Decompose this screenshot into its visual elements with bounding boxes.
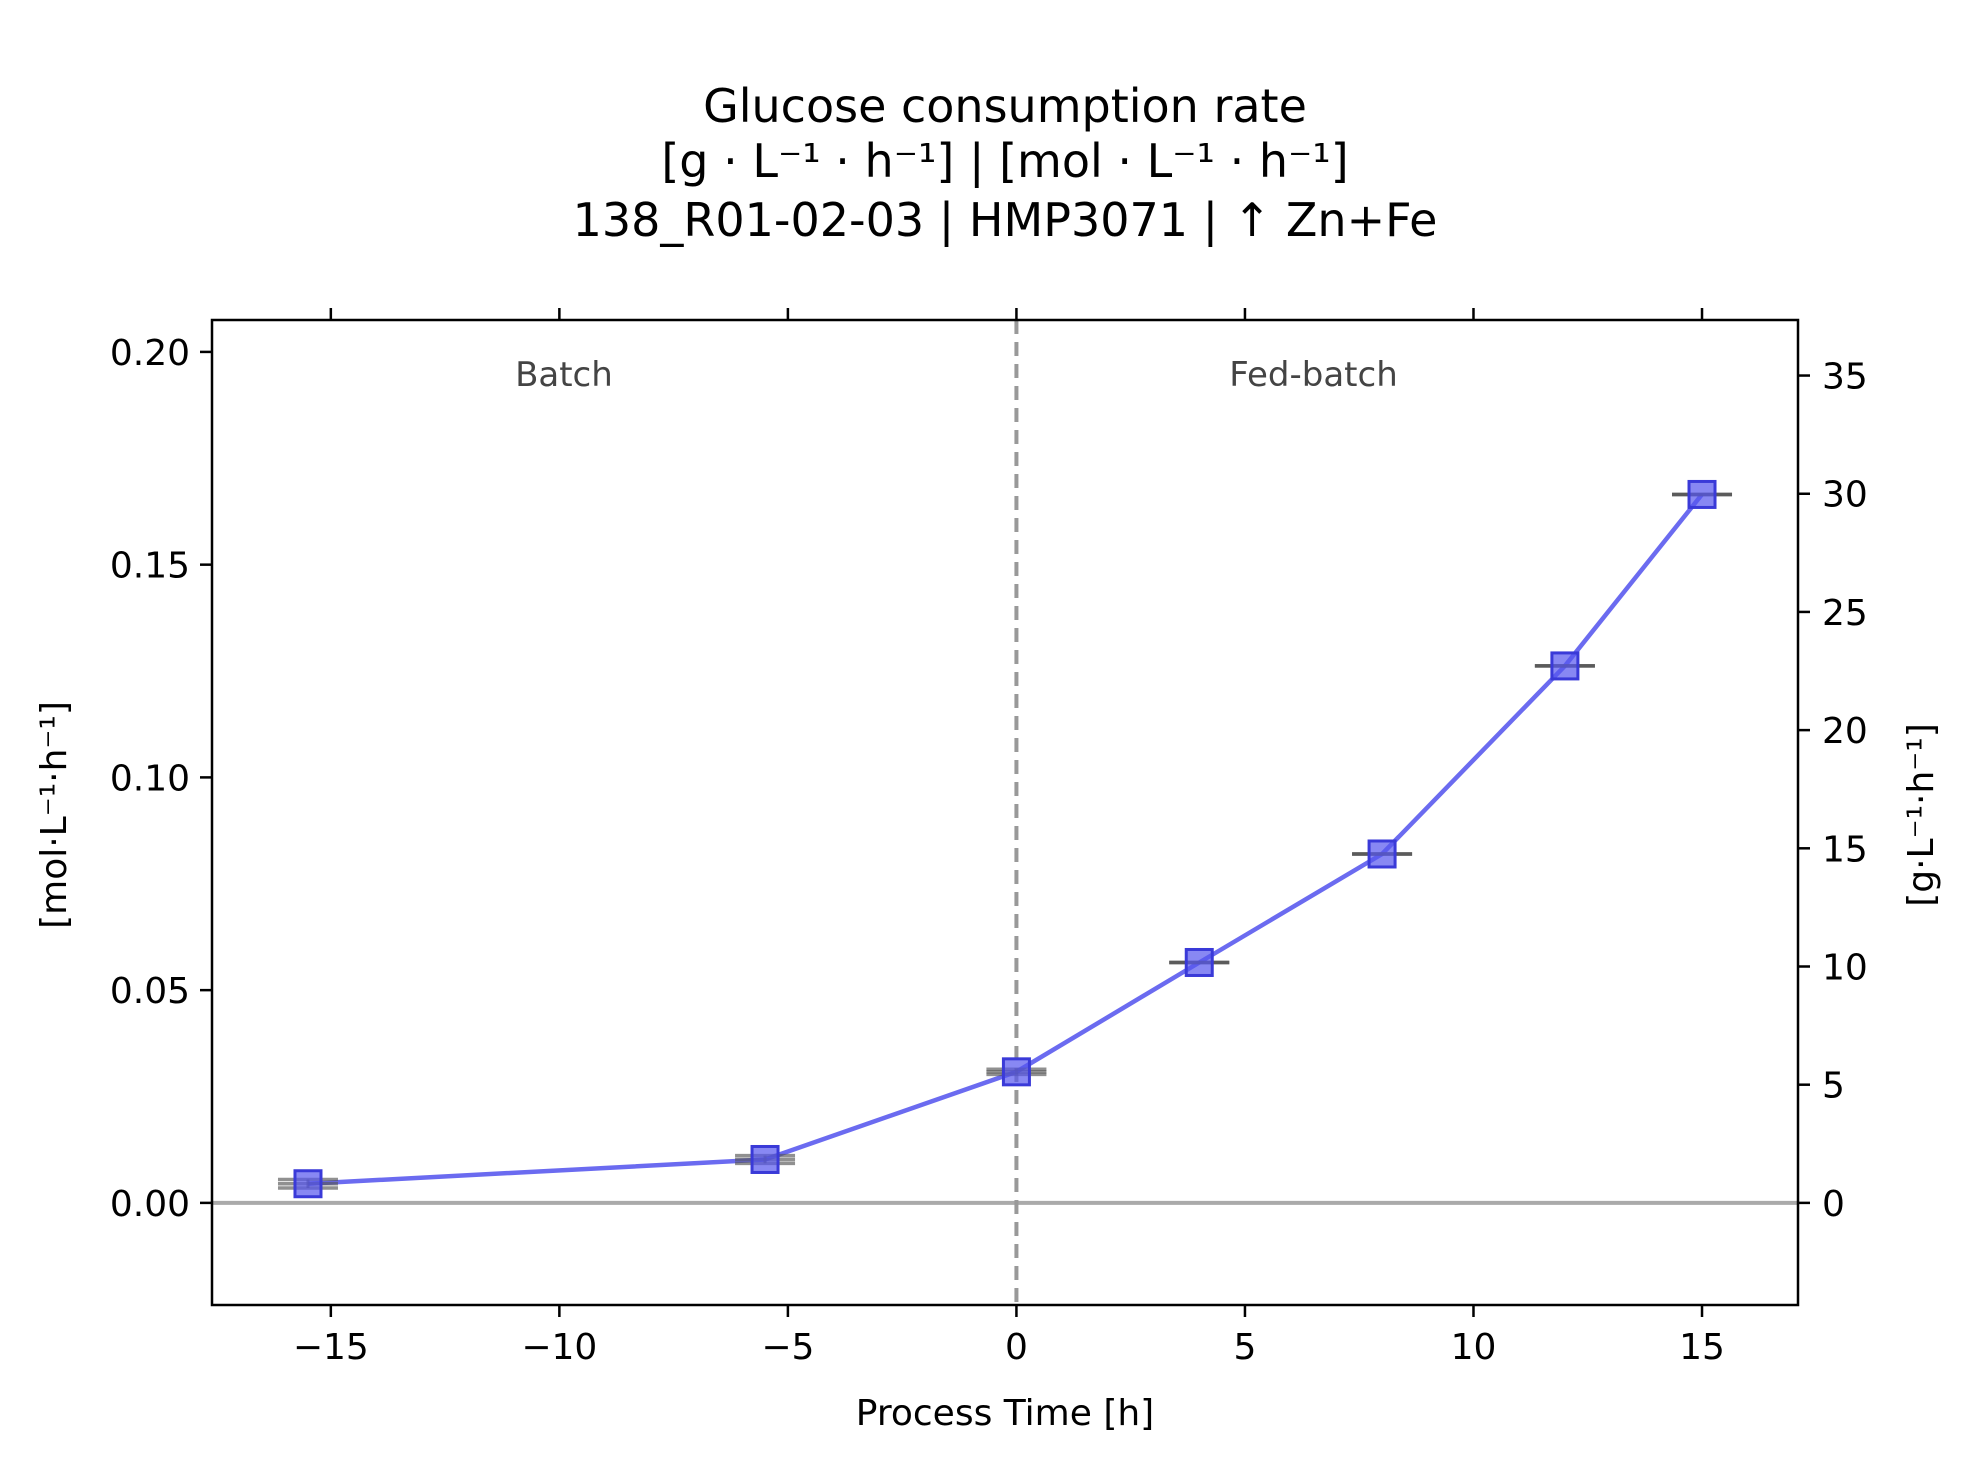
y-axis-label-right: [g·L⁻¹·h⁻¹] [1901,723,1942,907]
chart-title: Glucose consumption rate [g · L⁻¹ · h⁻¹]… [573,79,1438,248]
data-point [1001,1057,1031,1087]
y-tick-label-left: 0.20 [110,333,190,374]
title-line-2: [g · L⁻¹ · h⁻¹] | [mol · L⁻¹ · h⁻¹] [661,134,1348,189]
data-point [1550,651,1580,681]
y-tick-label-right: 35 [1822,357,1868,398]
data-point [1687,479,1717,509]
x-tick-label: 15 [1679,1327,1725,1368]
y-tick-label-right: 30 [1822,475,1868,516]
x-tick-label: −15 [293,1327,369,1368]
y-tick-label-right: 20 [1822,711,1868,752]
plot-area: Batch Fed-batch [212,320,1798,1305]
x-tick-label: −10 [521,1327,597,1368]
data-point [750,1144,780,1174]
title-line-3: 138_R01-02-03 | HMP3071 | ↑ Zn+Fe [573,193,1438,248]
data-point [1367,839,1397,869]
data-point [1184,947,1214,977]
y-tick-label-right: 0 [1822,1184,1845,1225]
y-tick-label-right: 10 [1822,948,1868,989]
y-tick-label-right: 25 [1822,593,1868,634]
data-point [293,1169,323,1199]
plot-frame [210,318,1800,1307]
y-tick-label-right: 5 [1822,1066,1845,1107]
data-marks [277,479,1733,1199]
axes: −15 −10 −5 0 5 10 15 0.00 0.05 0.10 0.15 0.20 0 5 10 15… [110,308,1868,1368]
y-axis-label-left: [mol·L⁻¹·h⁻¹] [34,701,75,929]
x-axis-label: Process Time [h] [856,1393,1154,1434]
phase-label-batch: Batch [515,355,613,395]
x-tick-label: −5 [761,1327,814,1368]
y-tick-label-left: 0.00 [110,1184,190,1225]
x-tick-label: 5 [1234,1327,1257,1368]
y-tick-label-left: 0.05 [110,971,190,1012]
y-tick-label-left: 0.10 [110,758,190,799]
phase-label-fed-batch: Fed-batch [1229,355,1397,395]
y-tick-label-left: 0.15 [110,546,190,587]
x-tick-label: 10 [1451,1327,1497,1368]
y-tick-label-right: 15 [1822,829,1868,870]
x-tick-label: 0 [1005,1327,1028,1368]
title-line-1: Glucose consumption rate [703,79,1307,133]
